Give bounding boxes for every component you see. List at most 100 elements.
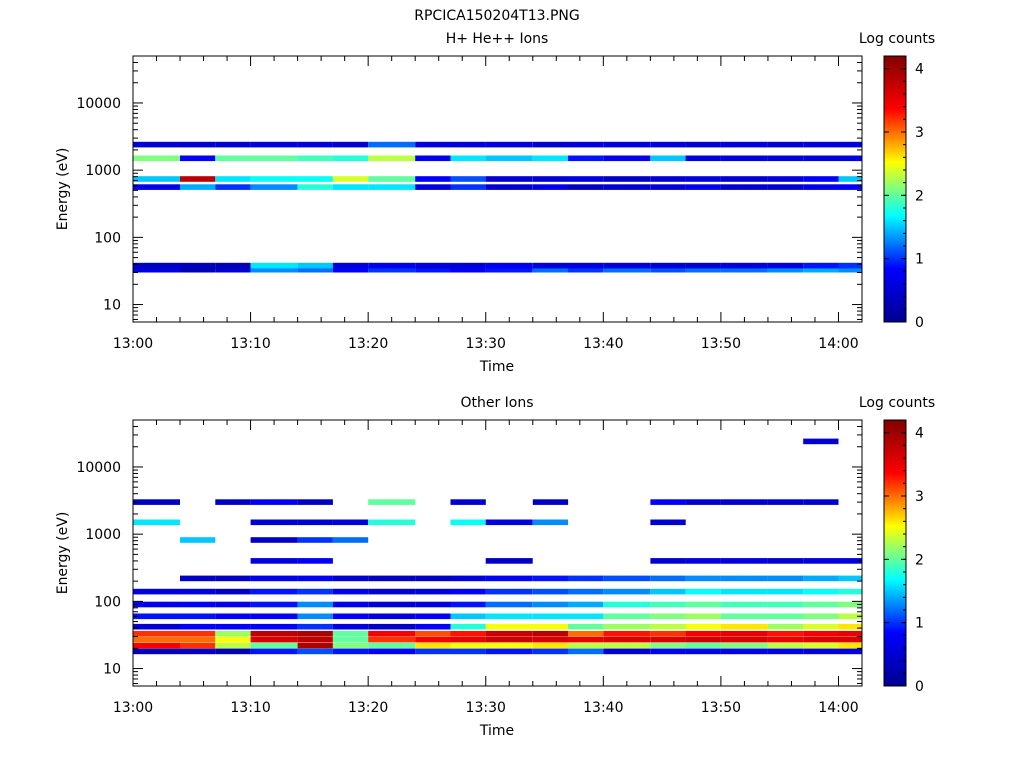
heatmap-cell bbox=[568, 648, 604, 655]
x-tick-label: 13:50 bbox=[701, 336, 741, 352]
heatmap-cell bbox=[685, 575, 721, 582]
heatmap-cell bbox=[838, 601, 862, 608]
heatmap-cell bbox=[250, 648, 298, 655]
heatmap-cell bbox=[485, 623, 533, 630]
heatmap-cell bbox=[332, 630, 369, 637]
heatmap-cell bbox=[368, 155, 416, 162]
heatmap-cell bbox=[650, 262, 686, 269]
heatmap-cell bbox=[568, 613, 604, 620]
heatmap-cell bbox=[450, 601, 486, 608]
heatmap-cell bbox=[133, 630, 180, 637]
heatmap-cell bbox=[720, 176, 768, 182]
heatmap-cell bbox=[215, 499, 251, 505]
heatmap-cell bbox=[415, 630, 451, 637]
heatmap-cell bbox=[180, 613, 216, 620]
heatmap-cell bbox=[133, 648, 180, 655]
heatmap-cell bbox=[368, 601, 416, 608]
heatmap-cell bbox=[215, 648, 251, 655]
heatmap-cell bbox=[297, 601, 333, 608]
heatmap-cell bbox=[415, 623, 451, 630]
heatmap-cell bbox=[368, 262, 416, 269]
heatmap-cell bbox=[720, 266, 768, 273]
panel2-heatmap-cells bbox=[133, 438, 862, 655]
heatmap-cell bbox=[332, 537, 369, 543]
panel1-colorbar bbox=[883, 55, 907, 323]
heatmap-cell bbox=[838, 636, 862, 643]
heatmap-cell bbox=[767, 636, 804, 643]
heatmap-cell bbox=[803, 499, 839, 505]
panel2-colorbar-label: Log counts bbox=[859, 395, 935, 411]
heatmap-cell bbox=[415, 588, 451, 595]
heatmap-cell bbox=[767, 588, 804, 595]
heatmap-cell bbox=[332, 588, 369, 595]
heatmap-cell bbox=[532, 575, 569, 582]
heatmap-cell bbox=[368, 184, 416, 190]
y-tick-label: 100 bbox=[94, 594, 121, 610]
heatmap-cell bbox=[767, 266, 804, 273]
heatmap-cell bbox=[332, 601, 369, 608]
heatmap-cell bbox=[685, 262, 721, 269]
heatmap-cell bbox=[603, 176, 651, 182]
panel2-axes: 13:00 13:10 13:20 13:30 13:40 13:50 14:00 10 100… bbox=[76, 419, 863, 716]
colorbar-tick-label: 1 bbox=[915, 616, 924, 632]
heatmap-cell bbox=[767, 648, 804, 655]
colorbar-tick-label: 3 bbox=[915, 489, 924, 505]
heatmap-cell bbox=[368, 575, 416, 582]
heatmap-cell bbox=[215, 613, 251, 620]
heatmap-cell bbox=[450, 588, 486, 595]
heatmap-cell bbox=[838, 184, 862, 190]
heatmap-cell bbox=[650, 588, 686, 595]
heatmap-cell bbox=[767, 575, 804, 582]
heatmap-cell bbox=[215, 588, 251, 595]
panel2-colorbar-ticks: 0 1 2 3 4 bbox=[884, 426, 924, 695]
colorbar-tick-label: 0 bbox=[915, 315, 924, 331]
heatmap-cell bbox=[685, 642, 721, 649]
heatmap-cell bbox=[650, 575, 686, 582]
heatmap-cell bbox=[650, 266, 686, 273]
heatmap-cell bbox=[532, 262, 569, 269]
panel1-ylabel: Energy (eV) bbox=[55, 148, 71, 231]
heatmap-cell bbox=[133, 588, 180, 595]
heatmap-cell bbox=[332, 184, 369, 190]
heatmap-cell bbox=[803, 176, 839, 182]
heatmap-cell bbox=[603, 184, 651, 190]
heatmap-cell bbox=[685, 648, 721, 655]
heatmap-cell bbox=[297, 176, 333, 182]
heatmap-cell bbox=[450, 636, 486, 643]
heatmap-cell bbox=[603, 262, 651, 269]
heatmap-cell bbox=[603, 642, 651, 649]
heatmap-cell bbox=[568, 642, 604, 649]
heatmap-cell bbox=[568, 262, 604, 269]
heatmap-cell bbox=[568, 575, 604, 582]
panel1-plot-frame bbox=[132, 55, 863, 323]
x-tick-label: 13:50 bbox=[701, 700, 741, 716]
heatmap-cell bbox=[720, 184, 768, 190]
heatmap-cell bbox=[250, 575, 298, 582]
heatmap-cell bbox=[532, 613, 569, 620]
heatmap-cell bbox=[332, 266, 369, 273]
heatmap-cell bbox=[720, 558, 768, 564]
heatmap-cell bbox=[450, 176, 486, 182]
page-title: RPCICA150204T13.PNG bbox=[414, 8, 579, 24]
x-tick-label: 14:00 bbox=[818, 336, 858, 352]
heatmap-cell bbox=[133, 642, 180, 649]
heatmap-cell bbox=[650, 636, 686, 643]
heatmap-cell bbox=[180, 575, 216, 582]
heatmap-cell bbox=[838, 588, 862, 595]
x-tick-label: 13:20 bbox=[348, 336, 388, 352]
panel2-colorbar bbox=[883, 419, 907, 687]
heatmap-cell bbox=[603, 575, 651, 582]
heatmap-cell bbox=[685, 155, 721, 162]
heatmap-cell bbox=[297, 642, 333, 649]
heatmap-cell bbox=[215, 141, 251, 148]
heatmap-cell bbox=[250, 266, 298, 273]
heatmap-cell bbox=[368, 141, 416, 148]
heatmap-cell bbox=[720, 648, 768, 655]
panel1-colorbar-label: Log counts bbox=[859, 31, 935, 47]
heatmap-cell bbox=[650, 630, 686, 637]
heatmap-cell bbox=[450, 630, 486, 637]
heatmap-cell bbox=[215, 642, 251, 649]
heatmap-cell bbox=[250, 519, 298, 526]
heatmap-cell bbox=[803, 184, 839, 190]
heatmap-cell bbox=[215, 266, 251, 273]
